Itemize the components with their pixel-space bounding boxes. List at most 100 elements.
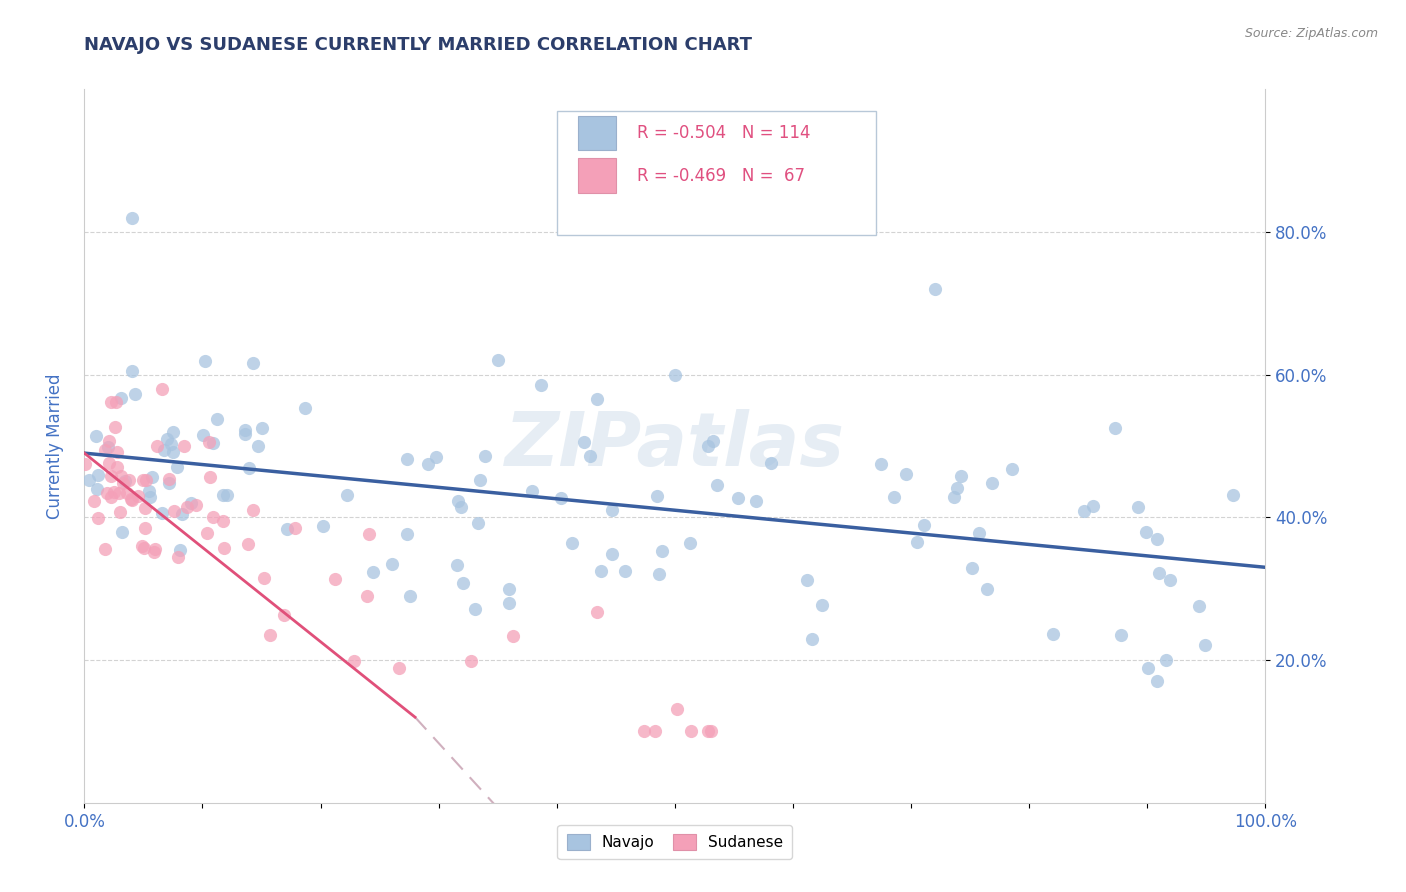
Point	[170, 507, 193, 521]
Point	[1222, 488, 1244, 502]
Point	[1149, 566, 1171, 580]
Point	[870, 458, 893, 472]
Point	[585, 392, 607, 406]
Point	[108, 486, 131, 500]
Point	[924, 282, 946, 296]
Point	[186, 499, 208, 513]
Point	[613, 564, 636, 578]
Point	[396, 452, 419, 467]
Point	[94, 442, 117, 457]
Point	[212, 514, 235, 528]
Point	[550, 491, 572, 506]
Point	[359, 527, 381, 541]
Point	[166, 459, 188, 474]
Point	[201, 435, 224, 450]
Point	[1000, 462, 1022, 476]
Point	[121, 211, 143, 225]
Point	[242, 502, 264, 516]
Point	[117, 485, 139, 500]
Point	[176, 500, 198, 514]
Point	[96, 485, 118, 500]
Point	[276, 522, 298, 536]
Point	[446, 494, 468, 508]
Point	[132, 541, 155, 556]
Point	[702, 434, 724, 448]
Point	[520, 484, 543, 499]
Point	[896, 467, 918, 482]
Point	[294, 401, 316, 416]
Point	[336, 488, 359, 502]
Point	[111, 524, 134, 539]
Point	[474, 450, 496, 464]
Point	[235, 423, 257, 437]
Point	[950, 469, 973, 483]
Point	[696, 724, 718, 739]
Point	[883, 491, 905, 505]
Point	[470, 473, 492, 487]
Point	[579, 449, 602, 463]
Point	[180, 496, 202, 510]
Point	[202, 510, 225, 524]
Point	[108, 505, 131, 519]
Point	[651, 544, 673, 558]
Point	[1109, 628, 1132, 642]
Point	[425, 450, 447, 464]
Point	[87, 510, 110, 524]
Point	[103, 484, 125, 499]
Point	[399, 589, 422, 603]
Point	[100, 490, 122, 504]
Point	[759, 456, 782, 470]
Text: R = -0.504   N = 114: R = -0.504 N = 114	[637, 124, 811, 142]
Point	[162, 445, 184, 459]
Point	[146, 439, 169, 453]
Point	[104, 420, 127, 434]
Text: Source: ZipAtlas.com: Source: ZipAtlas.com	[1244, 27, 1378, 40]
Point	[157, 476, 180, 491]
Point	[1104, 420, 1126, 434]
Point	[139, 490, 162, 504]
Point	[648, 566, 671, 581]
Point	[259, 628, 281, 642]
Point	[194, 353, 217, 368]
Point	[169, 542, 191, 557]
Point	[246, 439, 269, 453]
Point	[167, 550, 190, 565]
Legend: Navajo, Sudanese: Navajo, Sudanese	[557, 825, 793, 859]
Point	[242, 356, 264, 370]
Point	[211, 488, 233, 502]
Point	[143, 545, 166, 559]
Point	[644, 724, 666, 739]
Point	[976, 582, 998, 597]
Point	[127, 489, 149, 503]
Point	[98, 434, 121, 448]
Point	[323, 572, 346, 586]
Point	[697, 439, 720, 453]
Point	[160, 437, 183, 451]
Point	[666, 702, 689, 716]
Point	[706, 478, 728, 492]
Point	[150, 506, 173, 520]
Point	[110, 468, 132, 483]
Point	[356, 589, 378, 603]
Point	[381, 557, 404, 571]
Point	[121, 493, 143, 508]
Point	[1188, 599, 1211, 614]
Point	[131, 539, 153, 553]
Point	[138, 483, 160, 498]
Point	[84, 429, 107, 443]
Point	[1136, 661, 1159, 675]
Point	[1042, 627, 1064, 641]
Point	[105, 459, 128, 474]
Point	[100, 395, 122, 409]
Point	[561, 536, 583, 550]
Point	[1194, 638, 1216, 652]
Point	[450, 500, 472, 514]
Point	[502, 629, 524, 643]
Point	[191, 428, 214, 442]
Point	[212, 541, 235, 555]
Point	[235, 427, 257, 442]
Point	[98, 456, 121, 470]
Point	[163, 504, 186, 518]
Point	[198, 435, 221, 450]
Text: R = -0.469   N =  67: R = -0.469 N = 67	[637, 167, 806, 185]
